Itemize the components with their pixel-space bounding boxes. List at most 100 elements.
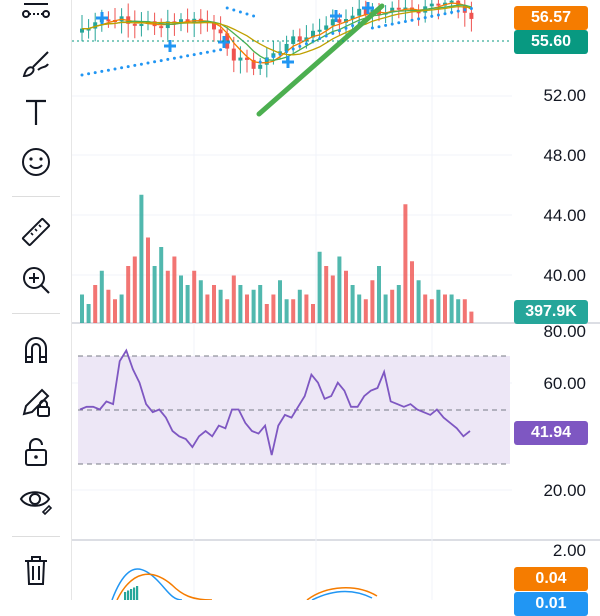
candle-body bbox=[284, 43, 289, 52]
volume-bar bbox=[192, 270, 197, 323]
zoom-in-icon[interactable] bbox=[14, 258, 58, 302]
ruler-icon[interactable] bbox=[14, 210, 58, 254]
volume-bar bbox=[291, 299, 296, 323]
volume-series bbox=[80, 194, 474, 323]
sar-dot bbox=[179, 55, 183, 59]
macd-tag-blue: 0.01 bbox=[514, 592, 588, 616]
drawing-toolbar bbox=[0, 0, 72, 600]
signal-cross-marker bbox=[164, 40, 176, 52]
moving-average-line bbox=[82, 5, 472, 56]
volume-bar bbox=[179, 275, 183, 323]
volume-bar bbox=[225, 299, 230, 323]
sar-dot bbox=[93, 71, 97, 75]
sar-dot bbox=[417, 17, 421, 21]
candle-body bbox=[80, 28, 84, 33]
sar-dot bbox=[331, 31, 335, 35]
price-axis-label: 52.00 bbox=[543, 86, 586, 105]
sar-dot bbox=[337, 29, 341, 33]
volume-bar bbox=[185, 285, 190, 323]
volume-bar bbox=[146, 237, 150, 323]
volume-bar bbox=[311, 304, 315, 323]
macd-tag-orange: 0.04 bbox=[514, 567, 588, 591]
volume-bar bbox=[238, 285, 243, 323]
macd-histogram-bar bbox=[130, 589, 133, 600]
volume-bar bbox=[396, 285, 401, 323]
volume-bar bbox=[370, 280, 375, 323]
macd-histogram-bar bbox=[133, 587, 136, 600]
candle-body bbox=[231, 48, 236, 61]
candle-body bbox=[390, 7, 395, 13]
volume-bar bbox=[251, 289, 256, 323]
sar-dot bbox=[186, 54, 190, 58]
sar-dot bbox=[397, 21, 401, 25]
sar-dot bbox=[126, 65, 130, 69]
sar-dot bbox=[469, 7, 473, 10]
sar-dot bbox=[225, 6, 229, 10]
candle-body bbox=[317, 29, 322, 32]
sar-dot bbox=[139, 62, 143, 66]
sar-dot bbox=[106, 68, 110, 72]
sar-dot bbox=[370, 26, 374, 30]
macd-histogram-bar bbox=[136, 586, 139, 600]
sar-dot bbox=[100, 69, 104, 73]
sar-dot bbox=[291, 47, 295, 51]
moving-average-line bbox=[82, 4, 472, 61]
sar-dot bbox=[390, 22, 394, 26]
candle-body bbox=[337, 19, 342, 23]
signal-cross-marker bbox=[218, 36, 230, 48]
signal-cross-marker bbox=[362, 2, 374, 14]
volume-bar bbox=[86, 304, 91, 323]
trend-tools-icon[interactable] bbox=[14, 0, 58, 34]
magnet-icon[interactable] bbox=[14, 328, 58, 372]
sar-dot bbox=[265, 57, 269, 61]
volume-bar bbox=[172, 256, 177, 323]
sar-dot bbox=[278, 52, 282, 56]
sar-dot bbox=[232, 8, 236, 12]
volume-bar bbox=[159, 247, 164, 323]
candle-body bbox=[436, 3, 441, 6]
text-icon[interactable] bbox=[14, 90, 58, 134]
sar-dot bbox=[351, 24, 355, 28]
candle-body bbox=[357, 8, 362, 16]
volume-bar bbox=[205, 294, 210, 323]
volume-bar bbox=[231, 275, 236, 323]
candle-body bbox=[179, 19, 183, 23]
volume-bar bbox=[198, 280, 203, 323]
sar-dot bbox=[403, 20, 407, 23]
volume-bar bbox=[383, 294, 388, 323]
volume-bar bbox=[271, 294, 276, 323]
volume-bar bbox=[449, 294, 454, 323]
macd-axis-label: 2.00 bbox=[552, 541, 586, 560]
trash-icon[interactable] bbox=[14, 548, 58, 592]
volume-bar bbox=[377, 266, 381, 323]
sar-dot bbox=[245, 12, 249, 16]
volume-bar bbox=[436, 289, 441, 323]
volume-bar bbox=[416, 280, 421, 323]
volume-bar bbox=[357, 294, 362, 323]
signal-line bbox=[306, 587, 378, 600]
candle-body bbox=[456, 0, 461, 6]
sar-dot bbox=[344, 26, 348, 30]
eye-icon[interactable] bbox=[14, 478, 58, 522]
chart-area[interactable]: 52.00 48.00 44.00 40.00 56.57 55.60 397.… bbox=[72, 0, 600, 616]
sar-dot bbox=[113, 67, 117, 71]
sar-dot bbox=[172, 56, 176, 60]
lock-drawings-icon[interactable] bbox=[14, 380, 58, 424]
sar-dot bbox=[133, 63, 137, 67]
sar-dot bbox=[450, 10, 454, 14]
volume-bar bbox=[113, 299, 117, 323]
macd-line bbox=[111, 568, 183, 600]
sar-dot bbox=[192, 53, 196, 57]
emoji-icon[interactable] bbox=[14, 140, 58, 184]
candle-body bbox=[396, 7, 401, 10]
unlock-icon[interactable] bbox=[14, 430, 58, 474]
volume-bar bbox=[403, 204, 408, 323]
volume-bar bbox=[324, 266, 329, 323]
rsi-axis-label: 20.00 bbox=[543, 481, 586, 500]
volume-bar bbox=[99, 270, 104, 323]
chart-canvas[interactable] bbox=[72, 0, 600, 600]
candle-body bbox=[344, 18, 348, 23]
sar-dot bbox=[430, 14, 434, 18]
brush-icon[interactable] bbox=[14, 42, 58, 86]
candle-body bbox=[264, 57, 269, 65]
